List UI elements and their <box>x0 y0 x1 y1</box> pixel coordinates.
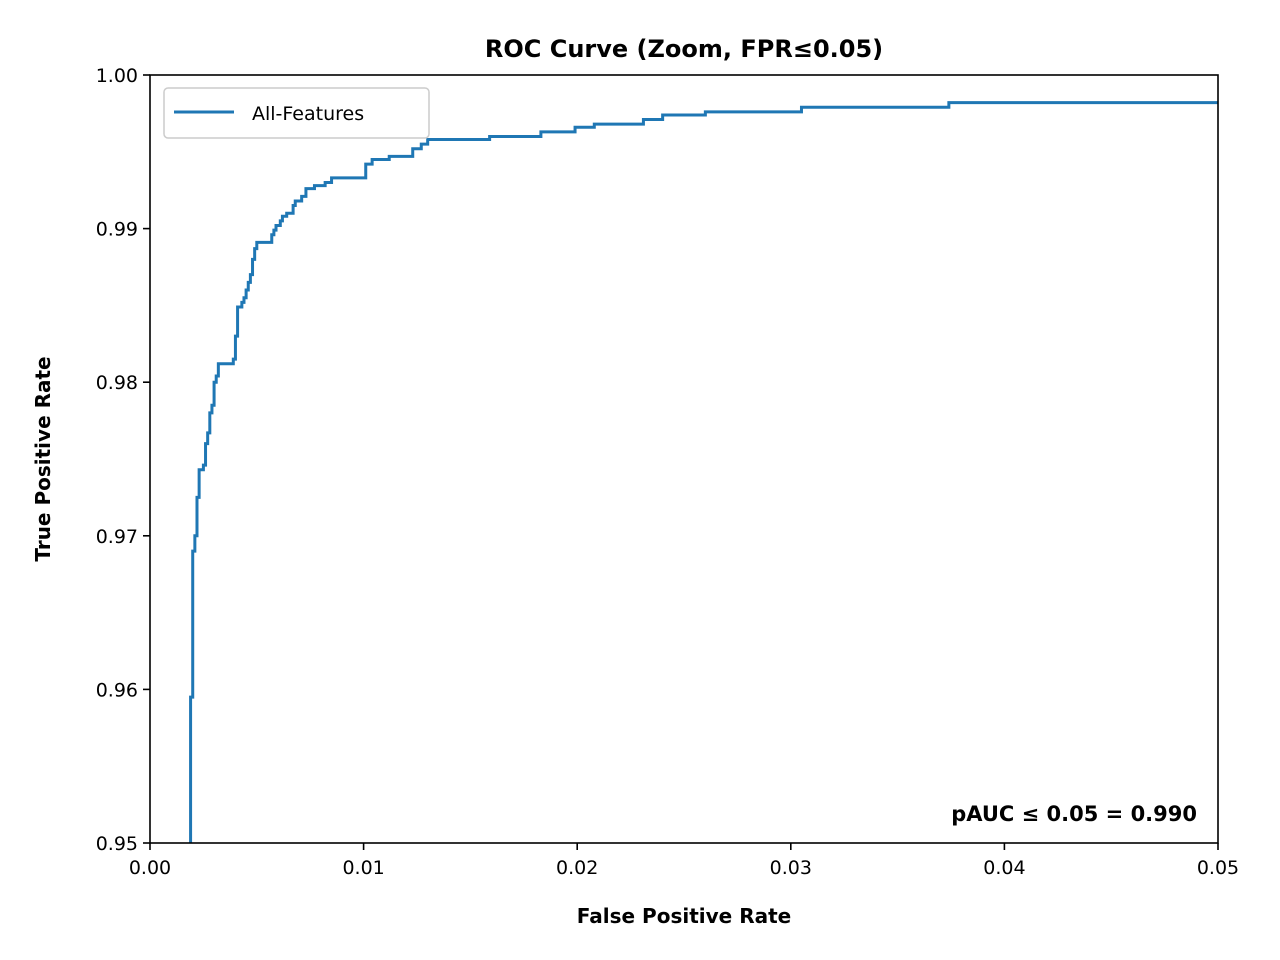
x-axis-label: False Positive Rate <box>577 904 791 928</box>
x-tick-label: 0.05 <box>1197 857 1239 879</box>
y-tick-label: 0.96 <box>96 679 138 701</box>
x-tick-label: 0.04 <box>983 857 1025 879</box>
chart-title: ROC Curve (Zoom, FPR≤0.05) <box>485 35 883 63</box>
pauc-annotation: pAUC ≤ 0.05 = 0.990 <box>951 802 1197 826</box>
y-tick-label: 1.00 <box>96 65 138 87</box>
y-tick-label: 0.95 <box>96 833 138 855</box>
x-tick-label: 0.01 <box>342 857 384 879</box>
y-axis-label: True Positive Rate <box>31 356 55 561</box>
legend-label-all-features: All-Features <box>252 103 364 125</box>
legend: All-Features <box>163 87 430 139</box>
y-tick-label: 0.97 <box>96 526 138 548</box>
x-tick-label: 0.02 <box>556 857 598 879</box>
series-line-all-features <box>189 101 1218 843</box>
x-tick-label: 0.00 <box>129 857 171 879</box>
y-tick-label: 0.99 <box>96 219 138 241</box>
x-axis: 0.00 0.01 0.02 0.03 0.04 0.05 <box>129 843 1239 879</box>
plot-frame <box>149 74 1219 844</box>
x-tick-label: 0.03 <box>770 857 812 879</box>
y-axis: 0.95 0.96 0.97 0.98 0.99 1.00 <box>96 65 150 855</box>
y-tick-label: 0.98 <box>96 372 138 394</box>
legend-box <box>163 87 430 139</box>
plot-area <box>150 75 1218 843</box>
